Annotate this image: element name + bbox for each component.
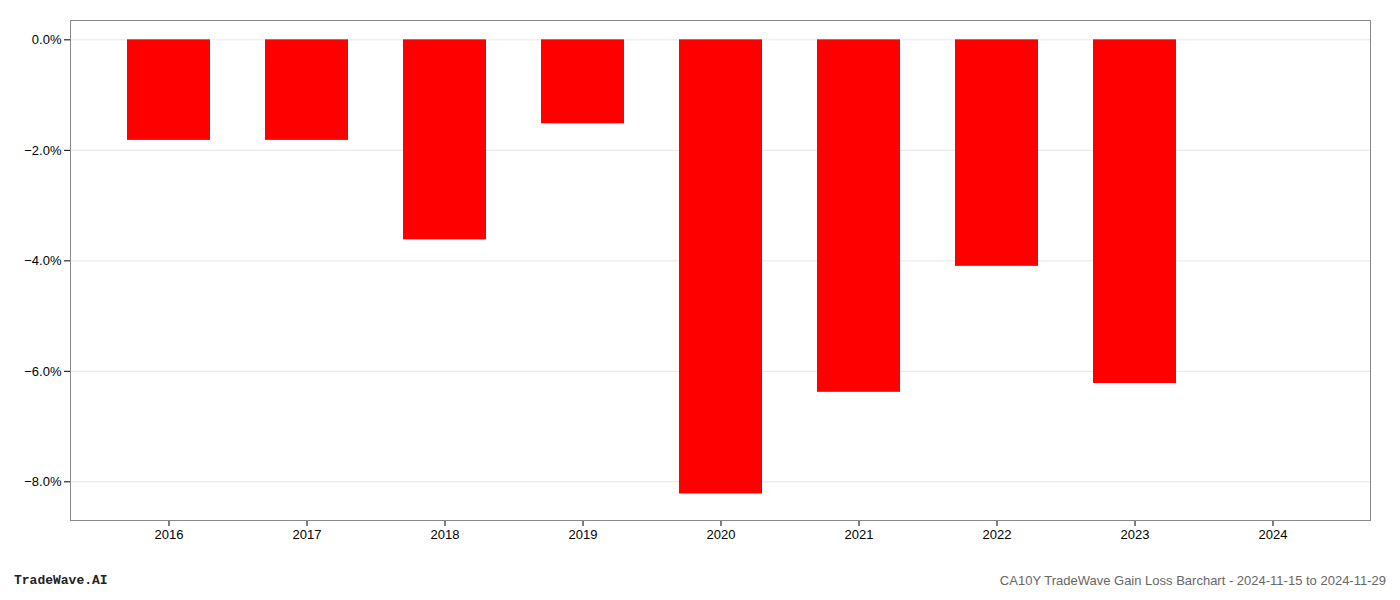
- html-text:TradeWave.AI: TradeWave.AI: [14, 573, 108, 588]
- svg-text:0.0%: 0.0%: [32, 32, 62, 47]
- svg-text:−6.0%: −6.0%: [24, 363, 62, 378]
- svg-text:2017: 2017: [293, 527, 322, 542]
- svg-text:2018: 2018: [431, 527, 460, 542]
- svg-text:2023: 2023: [1121, 527, 1150, 542]
- html-text:CA10Y TradeWave Gain Loss Barc: CA10Y TradeWave Gain Loss Barchart - 202…: [999, 573, 1386, 588]
- svg-text:2020: 2020: [707, 527, 736, 542]
- svg-text:−8.0%: −8.0%: [24, 474, 62, 489]
- svg-text:2024: 2024: [1259, 527, 1288, 542]
- svg-text:2021: 2021: [845, 527, 874, 542]
- svg-text:−4.0%: −4.0%: [24, 253, 62, 268]
- svg-text:2016: 2016: [155, 527, 184, 542]
- svg-text:2022: 2022: [983, 527, 1012, 542]
- svg-text:−2.0%: −2.0%: [24, 142, 62, 157]
- svg-text:2019: 2019: [569, 527, 598, 542]
